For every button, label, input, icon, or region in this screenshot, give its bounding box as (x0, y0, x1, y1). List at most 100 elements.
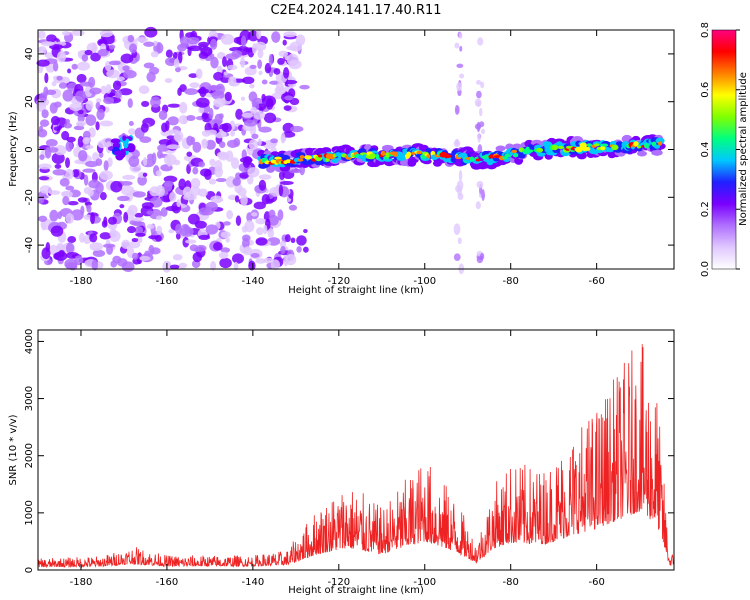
spectrogram-y-axis-label: Frequency (Hz) (8, 111, 19, 187)
spectrogram-signal-blob (551, 144, 559, 151)
spectrogram-noise-blob (195, 244, 207, 252)
spectrogram-noise-blob (120, 180, 133, 186)
spectrogram-noise-blob (62, 195, 70, 206)
spectrogram-noise-blob (99, 170, 113, 181)
spectrogram-noise-blob (240, 194, 248, 207)
spectrogram-noise-blob (258, 126, 272, 133)
spectrogram-noise-blob (39, 185, 52, 194)
spectrogram-noise-blob (127, 34, 135, 43)
spectrogram-noise-blob (46, 34, 57, 43)
spectrogram-noise-blob (157, 144, 170, 152)
spectrogram-signal-blob (653, 144, 661, 149)
spectrogram-signal-blob (110, 138, 121, 144)
spectrogram-noise-blob (282, 131, 296, 138)
spectrogram-noise-blob (290, 125, 304, 133)
spectrogram-noise-blob (147, 153, 154, 160)
spectrogram-noise-blob (77, 197, 88, 203)
spectrogram-signal-blob (536, 147, 544, 153)
spectrogram-noise-blob (110, 180, 123, 193)
spectrogram-noise-blob (279, 240, 286, 248)
spectrogram-noise-blob (95, 182, 104, 194)
spectrogram-noise-blob (61, 130, 70, 141)
spectrogram-noise-blob (269, 186, 281, 197)
spectrogram-noise-blob (97, 48, 109, 57)
spectrogram-signal-blob (512, 153, 519, 158)
spectrogram-noise-blob (49, 244, 58, 255)
spectrogram-noise-blob (179, 226, 194, 237)
spectrogram-noise-blob (68, 262, 78, 271)
spectrogram-noise-blob (185, 239, 197, 244)
spectrogram-noise-blob (283, 79, 298, 85)
spectrogram-noise-blob (76, 73, 87, 83)
snr-y-axis-label: SNR (10 * v/v) (8, 414, 19, 485)
spectrogram-y-tick-label: 40 (24, 48, 35, 61)
spectrogram-noise-blob (206, 129, 218, 136)
colorbar-label: Normalized spectral amplitude (738, 72, 749, 226)
spectrogram-noise-blob (221, 131, 227, 138)
spectrogram-signal-blob (495, 145, 506, 152)
spectrogram-noise-blob (278, 170, 285, 180)
spectrogram-noise-blob (54, 163, 62, 169)
spectrogram-signal-blob (651, 149, 663, 156)
spectrogram-signal-blob (657, 141, 663, 146)
spectrogram-noise-blob (266, 97, 274, 110)
spectrogram-signal-blob (375, 153, 380, 160)
spectrogram-noise-blob (243, 156, 253, 165)
spectrogram-noise-blob (100, 85, 108, 95)
spectrogram-noise-blob (211, 90, 225, 100)
spectrogram-noise-blob (235, 215, 242, 226)
spectrogram-noise-blob (40, 41, 55, 47)
spectrogram-noise-blob (177, 43, 187, 52)
spectrogram-noise-blob (89, 242, 104, 251)
spectrogram-noise-blob (251, 133, 259, 140)
spectrogram-noise-blob (135, 232, 146, 237)
spectrogram-noise-blob (155, 185, 165, 198)
spectrogram-noise-blob (121, 239, 131, 250)
spectrogram-noise-blob (84, 201, 93, 206)
spectrogram-noise-blob (143, 62, 155, 69)
spectrogram-noise-blob (227, 64, 238, 70)
snr-x-tick-label: -80 (503, 577, 519, 588)
spectrogram-noise-blob (234, 195, 240, 203)
spectrogram-noise-blob (242, 76, 255, 85)
spectrogram-noise-blob (166, 156, 172, 167)
spectrogram-noise-blob (132, 221, 143, 227)
spectrogram-noise-blob (50, 115, 60, 126)
spectrogram-noise-blob (67, 236, 77, 243)
spectrogram-noise-blob (271, 31, 281, 43)
spectrogram-signal-blob (299, 155, 305, 159)
spectrogram-noise-blob (299, 84, 310, 90)
spectrogram-noise-blob (195, 97, 210, 108)
spectrogram-noise-blob (215, 178, 227, 183)
spectrogram-noise-blob (81, 54, 89, 62)
spectrogram-noise-blob (150, 96, 161, 108)
spectrogram-streak-blob (481, 128, 485, 135)
spectrogram-noise-blob (249, 83, 255, 89)
spectrogram-signal-blob (600, 145, 606, 151)
spectrogram-noise-blob (95, 101, 101, 110)
spectrogram-signal-blob (557, 145, 564, 149)
spectrogram-noise-blob (108, 44, 116, 50)
spectrogram-noise-blob (249, 64, 257, 69)
spectrogram-noise-blob (146, 223, 155, 230)
snr-x-tick-label: -120 (327, 577, 350, 588)
spectrogram-noise-blob (303, 246, 309, 253)
spectrogram-signal-blob (385, 152, 391, 158)
spectrogram-noise-blob (141, 100, 150, 107)
spectrogram-x-tick-label: -140 (242, 276, 265, 287)
spectrogram-streak-blob (459, 45, 463, 52)
spectrogram-noise-blob (173, 130, 184, 143)
spectrogram-noise-blob (84, 49, 93, 56)
spectrogram-noise-blob (187, 213, 200, 225)
spectrogram-noise-blob (190, 186, 201, 196)
spectrogram-noise-blob (261, 193, 271, 205)
spectrogram-noise-blob (103, 96, 115, 105)
spectrogram-x-ticks: -180 -160 -140 -120 -100 -80 -60 (70, 30, 605, 287)
spectrogram-noise-blob (290, 237, 296, 244)
colorbar-tick-label: 0.2 (700, 201, 711, 217)
spectrogram-noise-blob (219, 257, 232, 269)
spectrogram-signal-blob (297, 158, 304, 162)
spectrogram-signal-blob (406, 151, 412, 158)
spectrogram-noise-blob (52, 169, 67, 176)
spectrogram-noise-blob (286, 53, 299, 66)
